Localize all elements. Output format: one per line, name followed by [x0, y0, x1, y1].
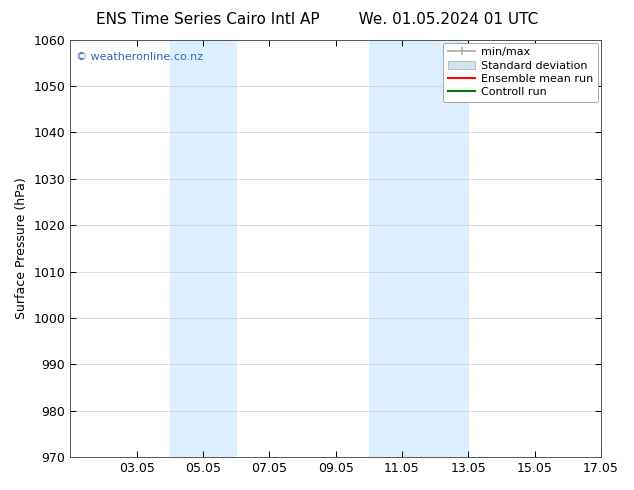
Y-axis label: Surface Pressure (hPa): Surface Pressure (hPa): [15, 177, 28, 319]
Legend: min/max, Standard deviation, Ensemble mean run, Controll run: min/max, Standard deviation, Ensemble me…: [443, 43, 598, 102]
Text: ENS Time Series Cairo Intl AP        We. 01.05.2024 01 UTC: ENS Time Series Cairo Intl AP We. 01.05.…: [96, 12, 538, 27]
Bar: [170, 40, 236, 457]
Bar: [369, 40, 469, 457]
Text: © weatheronline.co.nz: © weatheronline.co.nz: [75, 52, 203, 62]
